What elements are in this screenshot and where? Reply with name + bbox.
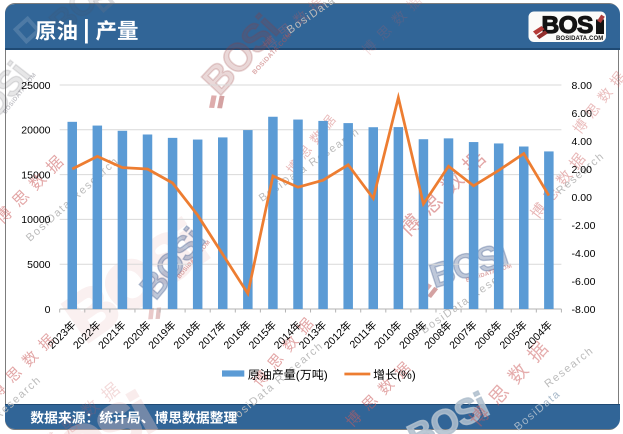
svg-text:-4.00: -4.00 [572, 248, 596, 260]
svg-text:(: ( [296, 368, 300, 382]
svg-text:4.00: 4.00 [572, 136, 593, 148]
svg-text:): ) [324, 368, 328, 382]
svg-text:5000: 5000 [27, 259, 51, 271]
svg-text:8.00: 8.00 [572, 80, 593, 92]
svg-text:15000: 15000 [21, 169, 50, 181]
svg-text:25000: 25000 [21, 80, 50, 92]
svg-text:BOS: BOS [542, 12, 594, 39]
svg-text:-6.00: -6.00 [572, 276, 596, 288]
svg-text:0.00: 0.00 [572, 192, 593, 204]
svg-text:-8.00: -8.00 [572, 304, 596, 316]
svg-text:BOSIDATA.COM: BOSIDATA.COM [556, 36, 603, 42]
svg-text:(%): (%) [397, 368, 416, 382]
svg-text:20000: 20000 [21, 125, 50, 137]
svg-text:10000: 10000 [21, 214, 50, 226]
svg-text:-2.00: -2.00 [572, 220, 596, 232]
svg-text:2.00: 2.00 [572, 164, 593, 176]
svg-text:6.00: 6.00 [572, 108, 593, 120]
svg-text:0: 0 [45, 304, 51, 316]
